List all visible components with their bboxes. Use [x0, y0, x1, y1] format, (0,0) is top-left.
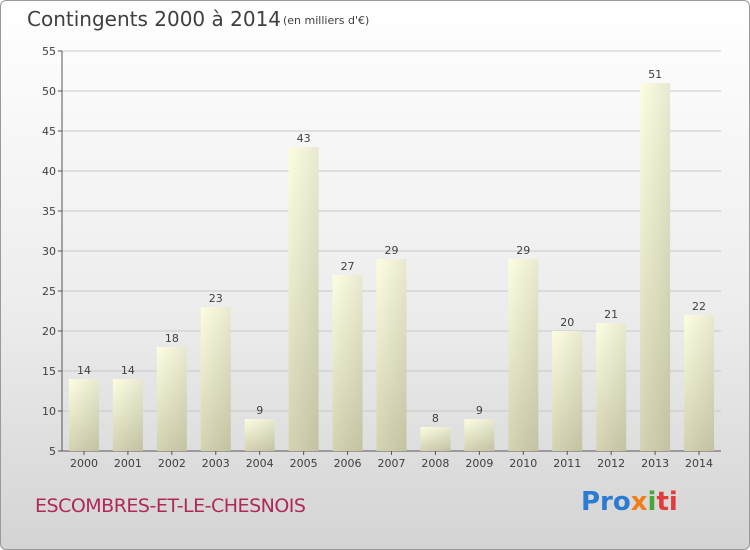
bar-2010 [508, 259, 539, 451]
x-tick-label: 2001 [114, 457, 142, 470]
bar-shade [200, 307, 231, 451]
data-label: 23 [209, 292, 223, 305]
bar-shade [508, 259, 539, 451]
logo-part: i [647, 487, 657, 517]
data-label: 20 [560, 316, 574, 329]
bar-2004 [244, 419, 275, 451]
data-label: 14 [77, 364, 91, 377]
bar-shade [684, 315, 715, 451]
data-label: 43 [297, 132, 311, 145]
bar-shade [420, 427, 451, 451]
data-label: 27 [341, 260, 355, 273]
bar-2009 [464, 419, 495, 451]
bar-2007 [376, 259, 407, 451]
bar-2005 [288, 147, 319, 451]
bar-shade [552, 331, 583, 451]
y-tick-label: 30 [42, 245, 56, 258]
data-label: 9 [476, 404, 483, 417]
logo-part: ti [656, 487, 678, 517]
bar-shade [596, 323, 627, 451]
bar-2012 [596, 323, 627, 451]
x-tick-label: 2007 [378, 457, 406, 470]
y-tick-label: 25 [42, 285, 56, 298]
data-label: 29 [385, 244, 399, 257]
bar-shade [464, 419, 495, 451]
y-tick-label: 5 [49, 445, 56, 458]
x-tick-label: 2004 [246, 457, 274, 470]
bar-shade [112, 379, 143, 451]
bar-2000 [68, 379, 99, 451]
logo-part: Pro [581, 487, 631, 517]
bar-2003 [200, 307, 231, 451]
bar-2014 [684, 315, 715, 451]
data-label: 51 [648, 68, 662, 81]
data-label: 21 [604, 308, 618, 321]
x-tick-label: 2014 [685, 457, 713, 470]
y-tick-label: 55 [42, 45, 56, 58]
chart-title: Contingents 2000 à 2014 [27, 7, 282, 31]
x-tick-label: 2005 [290, 457, 318, 470]
bar-shade [332, 275, 363, 451]
bar-2001 [112, 379, 143, 451]
y-tick-label: 10 [42, 405, 56, 418]
x-tick-label: 2000 [70, 457, 98, 470]
bar-2006 [332, 275, 363, 451]
bar-2002 [156, 347, 187, 451]
data-label: 18 [165, 332, 179, 345]
y-tick-label: 15 [42, 365, 56, 378]
bar-2008 [420, 427, 451, 451]
bar-shade [156, 347, 187, 451]
town-name: ESCOMBRES-ET-LE-CHESNOIS [35, 495, 306, 517]
bar-shade [244, 419, 275, 451]
y-tick-label: 50 [42, 85, 56, 98]
x-tick-label: 2011 [553, 457, 581, 470]
data-label: 8 [432, 412, 439, 425]
x-tick-label: 2010 [509, 457, 537, 470]
y-tick-label: 45 [42, 125, 56, 138]
data-label: 29 [516, 244, 530, 257]
data-label: 14 [121, 364, 135, 377]
x-tick-label: 2003 [202, 457, 230, 470]
bar-shade [288, 147, 319, 451]
bar-2013 [640, 83, 671, 451]
bars [68, 83, 715, 451]
x-tick-label: 2013 [641, 457, 669, 470]
x-tick-label: 2006 [334, 457, 362, 470]
chart-subtitle: (en milliers d'€) [283, 14, 370, 27]
x-tick-label: 2002 [158, 457, 186, 470]
data-label: 22 [692, 300, 706, 313]
bar-shade [640, 83, 671, 451]
x-tick-label: 2012 [597, 457, 625, 470]
y-tick-label: 40 [42, 165, 56, 178]
bar-shade [68, 379, 99, 451]
logo-part: x [630, 487, 648, 517]
x-tick-label: 2009 [465, 457, 493, 470]
bar-2011 [552, 331, 583, 451]
y-tick-label: 35 [42, 205, 56, 218]
x-tick-label: 2008 [421, 457, 449, 470]
proxiti-logo[interactable]: Proxiti [581, 487, 678, 517]
data-label: 9 [256, 404, 263, 417]
labels: 5 10 15 20 25 30 35 40 45 50 55 14 2000 14 2001 18 2002 2… [42, 45, 713, 470]
y-tick-label: 20 [42, 325, 56, 338]
bar-shade [376, 259, 407, 451]
